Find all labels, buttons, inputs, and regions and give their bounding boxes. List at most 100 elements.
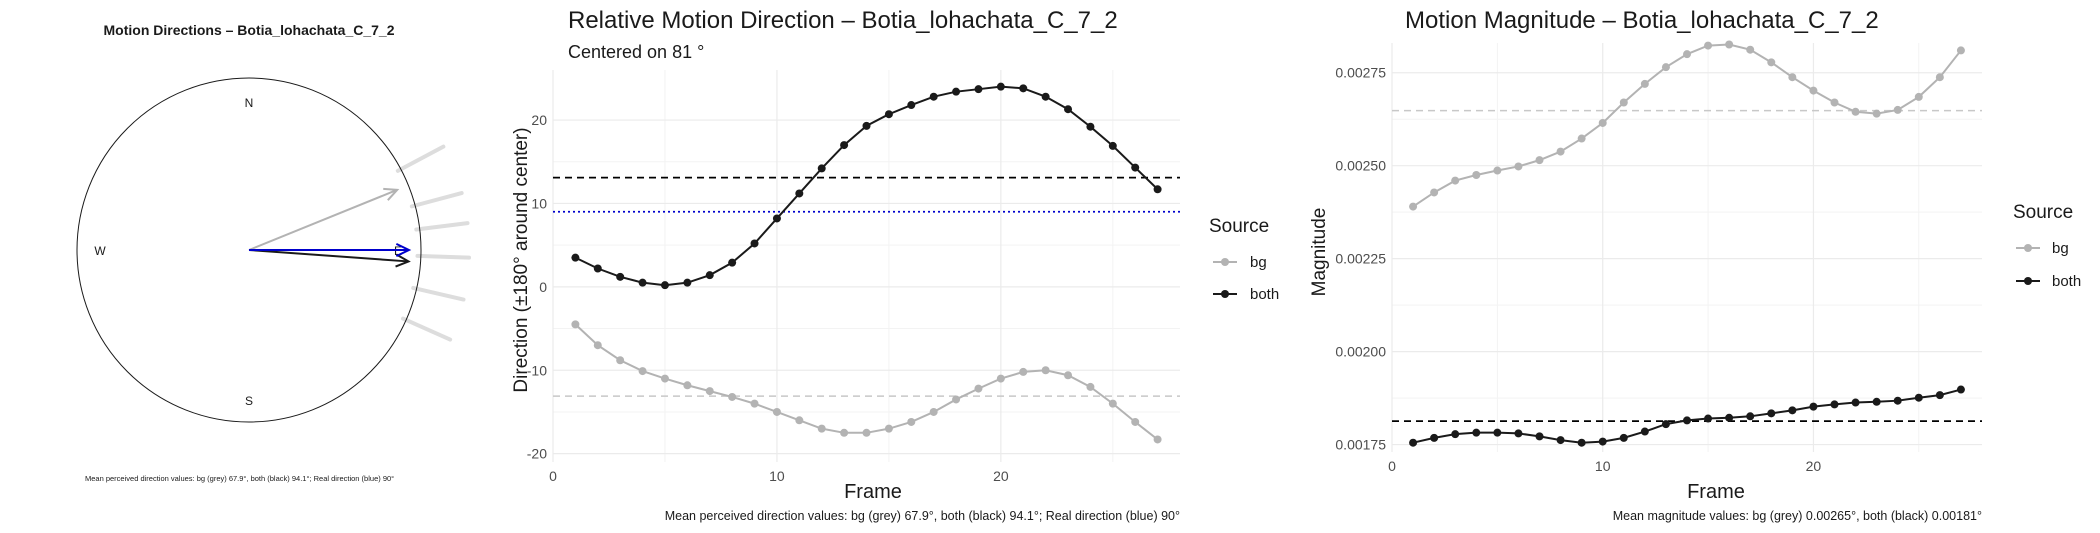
direction-point-bg (817, 424, 826, 433)
outer-ray-3 (415, 253, 472, 260)
polar-panel: Motion Directions – Botia_lohachata_C_7_… (76, 22, 472, 483)
magnitude-legend-bg-dot (2024, 244, 2032, 252)
direction-point-both (683, 278, 692, 287)
direction-x-tick-label: 10 (769, 468, 785, 484)
outer-ray-2 (414, 221, 470, 232)
direction-point-bg (683, 381, 692, 390)
direction-point-both (795, 189, 804, 198)
direction-point-both (772, 214, 781, 223)
magnitude-point-bg (1598, 118, 1607, 127)
direction-point-bg (862, 428, 871, 437)
direction-point-both (728, 258, 737, 267)
magnitude-point-bg (1914, 92, 1923, 101)
outer-ray-0 (395, 144, 446, 173)
direction-title: Relative Motion Direction – Botia_lohach… (568, 7, 1118, 34)
direction-legend-title: Source (1209, 216, 1269, 237)
direction-legend-bg-dot (1221, 258, 1229, 266)
magnitude-ylabel: Magnitude (1309, 208, 1330, 297)
magnitude-point-both (1893, 396, 1902, 405)
direction-point-both (974, 85, 983, 94)
direction-point-bg (616, 356, 625, 365)
direction-subtitle: Centered on 81 ° (568, 42, 704, 62)
direction-point-bg (840, 428, 849, 437)
direction-y-tick-label: -10 (527, 362, 547, 378)
direction-point-bg (1064, 371, 1073, 380)
vector-both (248, 249, 409, 263)
direction-x-tick-label: 20 (993, 468, 1009, 484)
compass-south-label: S (245, 394, 253, 408)
direction-point-both (593, 264, 602, 273)
outer-rays (395, 144, 472, 342)
polar-caption: Mean perceived direction values: bg (gre… (85, 474, 394, 483)
magnitude-point-both (1725, 413, 1734, 422)
direction-point-both (817, 164, 826, 173)
direction-point-bg (772, 407, 781, 416)
magnitude-point-bg (1451, 176, 1460, 185)
direction-point-bg (996, 374, 1005, 383)
direction-point-bg (593, 341, 602, 350)
magnitude-point-both (1872, 397, 1881, 406)
magnitude-legend-both-dot (2024, 277, 2032, 285)
magnitude-point-bg (1788, 73, 1797, 82)
magnitude-x-tick-label: 10 (1595, 458, 1611, 474)
magnitude-point-bg (1619, 98, 1628, 107)
magnitude-point-both (1619, 433, 1628, 442)
magnitude-point-bg (1809, 86, 1818, 95)
direction-y-tick-label: 20 (531, 112, 547, 128)
direction-legend: Source bg both (1209, 216, 1279, 303)
polar-title: Motion Directions – Botia_lohachata_C_7_… (104, 22, 395, 38)
direction-point-both (1086, 122, 1095, 131)
direction-xlabel: Frame (844, 481, 902, 503)
magnitude-point-bg (1514, 162, 1523, 171)
magnitude-point-bg (1830, 98, 1839, 107)
direction-point-bg (1108, 399, 1117, 408)
magnitude-point-bg (1556, 147, 1565, 156)
magnitude-point-both (1830, 400, 1839, 409)
direction-point-both (1064, 105, 1073, 114)
magnitude-title: Motion Magnitude – Botia_lohachata_C_7_2 (1405, 7, 1879, 34)
direction-point-both (1019, 84, 1028, 93)
direction-point-both (952, 87, 961, 96)
magnitude-point-both (1767, 409, 1776, 418)
direction-legend-both-label: both (1250, 286, 1279, 303)
magnitude-point-bg (1683, 50, 1691, 59)
magnitude-x-tick-label: 20 (1806, 458, 1822, 474)
direction-point-bg (571, 320, 580, 329)
vector-arrowhead-bg (383, 187, 400, 201)
direction-point-bg (1131, 417, 1140, 426)
magnitude-point-both (1746, 412, 1755, 421)
magnitude-point-both (1556, 436, 1565, 445)
relative-direction-panel: Relative Motion Direction – Botia_lohach… (511, 7, 1279, 523)
direction-point-bg (1019, 367, 1028, 376)
magnitude-point-both (1430, 433, 1439, 442)
magnitude-point-both (1956, 385, 1965, 394)
outer-ray-4 (411, 285, 466, 302)
magnitude-point-both (1535, 432, 1544, 441)
vector-arrowhead-real (395, 243, 412, 257)
magnitude-point-both (1914, 393, 1923, 402)
magnitude-y-tick-label: 0.00175 (1335, 437, 1386, 453)
direction-point-bg (705, 387, 714, 396)
magnitude-point-bg (1851, 107, 1860, 116)
direction-point-both (750, 239, 759, 248)
direction-point-both (1041, 92, 1050, 101)
direction-point-both (1131, 163, 1140, 172)
magnitude-point-both (1598, 437, 1607, 446)
magnitude-point-bg (1956, 46, 1965, 55)
magnitude-point-bg (1577, 134, 1586, 143)
direction-ylabel: Direction (±180° around center) (511, 127, 532, 392)
magnitude-point-both (1409, 438, 1418, 447)
magnitude-y-tick-label: 0.00250 (1335, 158, 1386, 174)
magnitude-point-bg (1725, 40, 1734, 49)
magnitude-point-both (1451, 430, 1460, 439)
direction-point-both (1108, 141, 1117, 150)
magnitude-point-both (1683, 416, 1691, 425)
magnitude-point-bg (1767, 58, 1776, 67)
magnitude-point-bg (1430, 188, 1439, 197)
magnitude-point-both (1577, 438, 1586, 447)
direction-point-bg (974, 384, 983, 393)
magnitude-point-bg (1746, 45, 1755, 54)
direction-point-both (884, 110, 893, 119)
direction-point-both (571, 253, 580, 262)
